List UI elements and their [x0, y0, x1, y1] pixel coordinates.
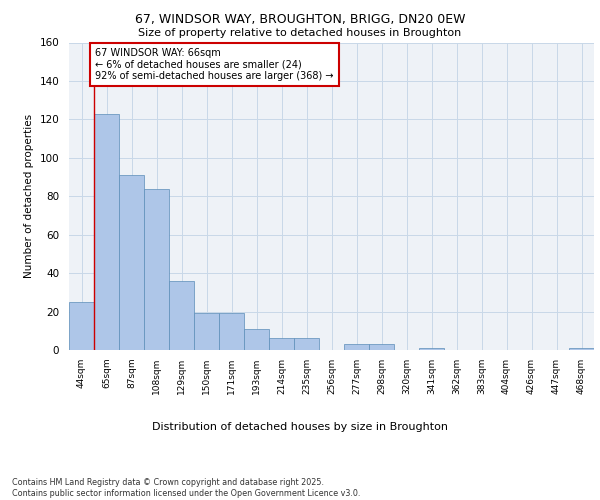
Bar [169, 281, 194, 350]
Bar [94, 114, 119, 350]
Y-axis label: Number of detached properties: Number of detached properties [24, 114, 34, 278]
Bar [244, 329, 269, 350]
Bar [194, 314, 219, 350]
Bar [419, 348, 444, 350]
Text: Contains HM Land Registry data © Crown copyright and database right 2025.
Contai: Contains HM Land Registry data © Crown c… [12, 478, 361, 498]
Text: Size of property relative to detached houses in Broughton: Size of property relative to detached ho… [139, 28, 461, 38]
Bar [219, 314, 244, 350]
Bar [69, 302, 94, 350]
Text: Distribution of detached houses by size in Broughton: Distribution of detached houses by size … [152, 422, 448, 432]
Bar [369, 344, 394, 350]
Bar [344, 344, 369, 350]
Bar [119, 175, 144, 350]
Bar [269, 338, 294, 350]
Bar [569, 348, 594, 350]
Text: 67 WINDSOR WAY: 66sqm
← 6% of detached houses are smaller (24)
92% of semi-detac: 67 WINDSOR WAY: 66sqm ← 6% of detached h… [95, 48, 334, 82]
Text: 67, WINDSOR WAY, BROUGHTON, BRIGG, DN20 0EW: 67, WINDSOR WAY, BROUGHTON, BRIGG, DN20 … [135, 12, 465, 26]
Bar [144, 188, 169, 350]
Bar [294, 338, 319, 350]
